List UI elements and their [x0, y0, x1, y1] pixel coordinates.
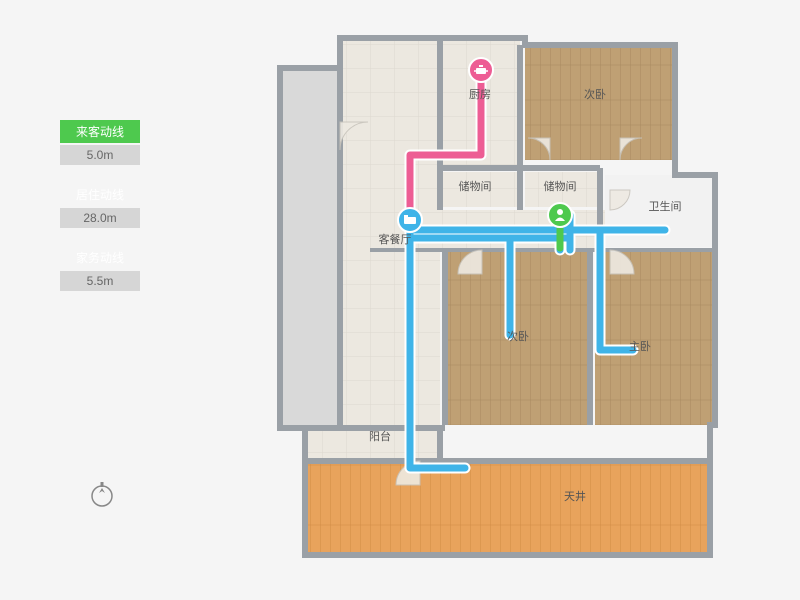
guest-icon	[548, 203, 572, 227]
legend: 来客动线 5.0m 居住动线 28.0m 家务动线 5.5m	[60, 120, 140, 309]
legend-item-living: 居住动线 28.0m	[60, 183, 140, 228]
legend-item-chores: 家务动线 5.5m	[60, 246, 140, 291]
living-icon	[398, 208, 422, 232]
compass-icon	[88, 480, 116, 508]
legend-label: 来客动线	[60, 120, 140, 143]
room-label-bedroom2a: 次卧	[584, 87, 606, 101]
legend-label: 家务动线	[60, 246, 140, 269]
room-hall	[280, 68, 340, 428]
room-label-kitchen: 厨房	[469, 88, 491, 101]
room-label-storage1: 储物间	[459, 179, 492, 193]
room-label-bedroom2b: 次卧	[507, 329, 529, 343]
legend-value: 5.5m	[60, 271, 140, 291]
legend-value: 28.0m	[60, 208, 140, 228]
room-label-bathroom: 卫生间	[649, 199, 682, 213]
legend-label: 居住动线	[60, 183, 140, 206]
room-label-patio: 天井	[564, 489, 586, 503]
legend-item-guest: 来客动线 5.0m	[60, 120, 140, 165]
room-master	[595, 252, 715, 425]
kitchen-icon	[469, 58, 493, 82]
legend-value: 5.0m	[60, 145, 140, 165]
room-patio	[305, 463, 710, 555]
room-label-living: 客餐厅	[379, 232, 412, 246]
room-label-master: 主卧	[629, 340, 651, 353]
room-label-balcony: 阳台	[369, 429, 391, 443]
floorplan: 厨房次卧储物间储物间卫生间客餐厅次卧主卧阳台天井	[250, 20, 720, 575]
room-label-storage2: 储物间	[544, 179, 577, 193]
